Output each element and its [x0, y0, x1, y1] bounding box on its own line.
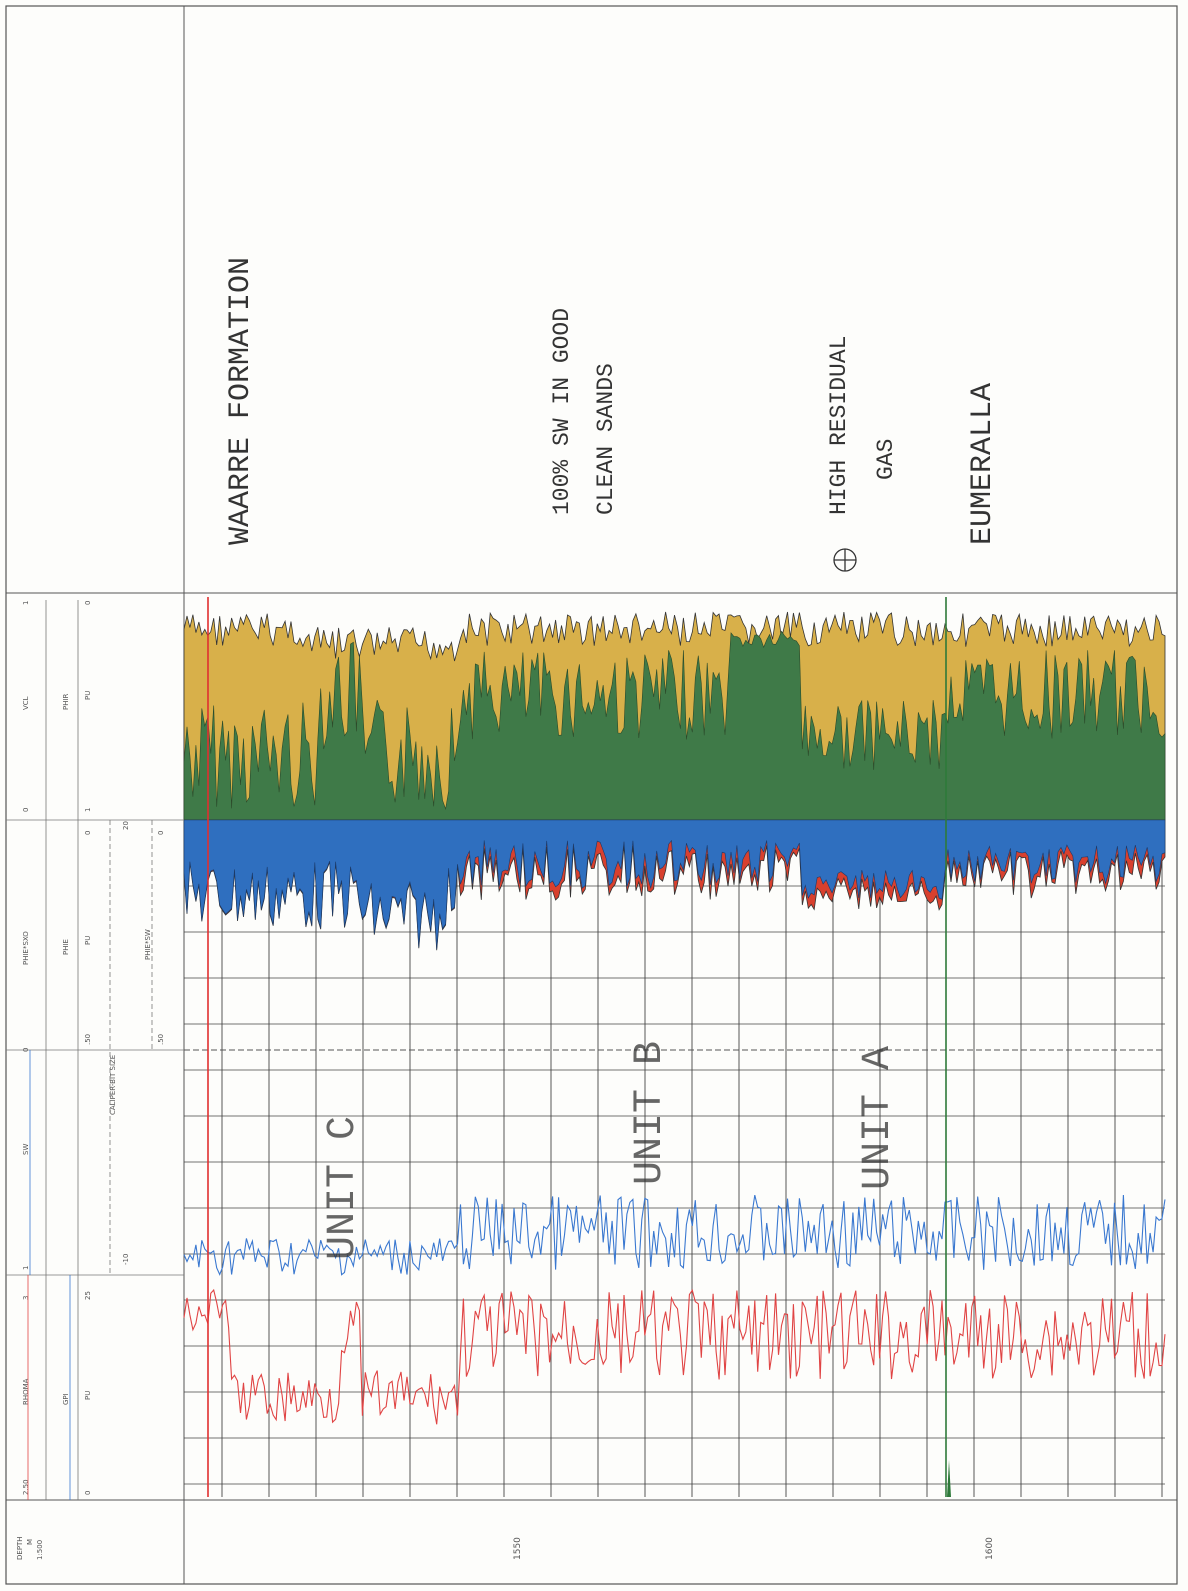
label-unit-a: UNIT A: [856, 1046, 901, 1190]
header-caliper-right: 20: [122, 821, 130, 830]
gas-symbol-icon: [833, 548, 857, 572]
header-depth: DEPTH: [16, 1536, 24, 1560]
header-phie-sw: PHIE*SW: [144, 929, 152, 960]
header-depth-unit: M: [26, 1539, 34, 1545]
header-phie-sw-right: 0: [157, 831, 165, 835]
header-phir-unit: PU: [84, 691, 92, 700]
header-rhoma-right: 3: [22, 1296, 30, 1300]
depth-label-1600: 1600: [985, 1537, 995, 1560]
header-vcl-right: 1: [22, 601, 30, 605]
label-waarre-formation: WAARRE FORMATION: [224, 257, 258, 545]
header-phie-right: 0: [84, 831, 92, 835]
header-caliper-left: -10: [122, 1254, 130, 1265]
header-separators: [6, 600, 184, 1500]
annotations: WAARRE FORMATION 100% SW IN GOOD CLEAN S…: [224, 257, 1000, 572]
page-frame: [5, 5, 1178, 1585]
depth-label-1550: 1550: [513, 1537, 523, 1560]
curve-layer: [183, 1194, 1166, 1497]
label-eumeralla: EUMERALLA: [966, 383, 1000, 545]
unit-labels: UNIT C UNIT B UNIT A: [321, 1041, 901, 1260]
track-headers: DEPTH M 1:500 RHOMA 2.50 3 GPI PU 0 25 S…: [16, 601, 165, 1560]
vcl-clay-fill: [183, 630, 1166, 821]
gr-spike: [947, 1460, 951, 1497]
header-phir-left: 1: [84, 808, 92, 812]
header-phie-left: .50: [84, 1034, 92, 1045]
sw-curve: [183, 1194, 1166, 1276]
fill-layer: [183, 611, 1166, 951]
header-phie-unit: PU: [84, 936, 92, 945]
header-phie: PHIE: [62, 939, 70, 955]
header-phir-right: 0: [84, 601, 92, 605]
label-note-line1: 100% SW IN GOOD: [549, 308, 575, 515]
header-caliper: CALIPER-BIT SIZE: [109, 1055, 117, 1115]
phie-water-fill: [183, 819, 1166, 950]
label-gas-line1: HIGH RESIDUAL: [826, 336, 852, 515]
header-vcl-left: 0: [22, 808, 30, 812]
header-sw-left: 1: [22, 1266, 30, 1270]
header-gr: GPI: [62, 1393, 70, 1405]
header-phir: PHIR: [62, 693, 70, 710]
header-gr-left: 0: [84, 1491, 92, 1495]
header-rhoma-left: 2.50: [22, 1479, 30, 1495]
label-note-line2: CLEAN SANDS: [593, 363, 619, 515]
header-phie-sxo: PHIE*SXO: [22, 931, 30, 965]
header-phie-sw-left: .50: [157, 1034, 165, 1045]
header-gr-unit: PU: [84, 1391, 92, 1400]
header-sw: SW: [22, 1144, 30, 1155]
header-depth-scale: 1:500: [36, 1540, 44, 1560]
label-unit-c: UNIT C: [321, 1116, 366, 1260]
rhoma-curve: [183, 1288, 1166, 1425]
marker-layer: [207, 597, 947, 1497]
header-vcl: VCL: [22, 696, 30, 710]
header-gr-right: 25: [84, 1291, 92, 1300]
label-gas-line2: GAS: [873, 439, 899, 480]
label-unit-b: UNIT B: [628, 1041, 673, 1185]
header-rhoma: RHOMA: [22, 1378, 30, 1405]
